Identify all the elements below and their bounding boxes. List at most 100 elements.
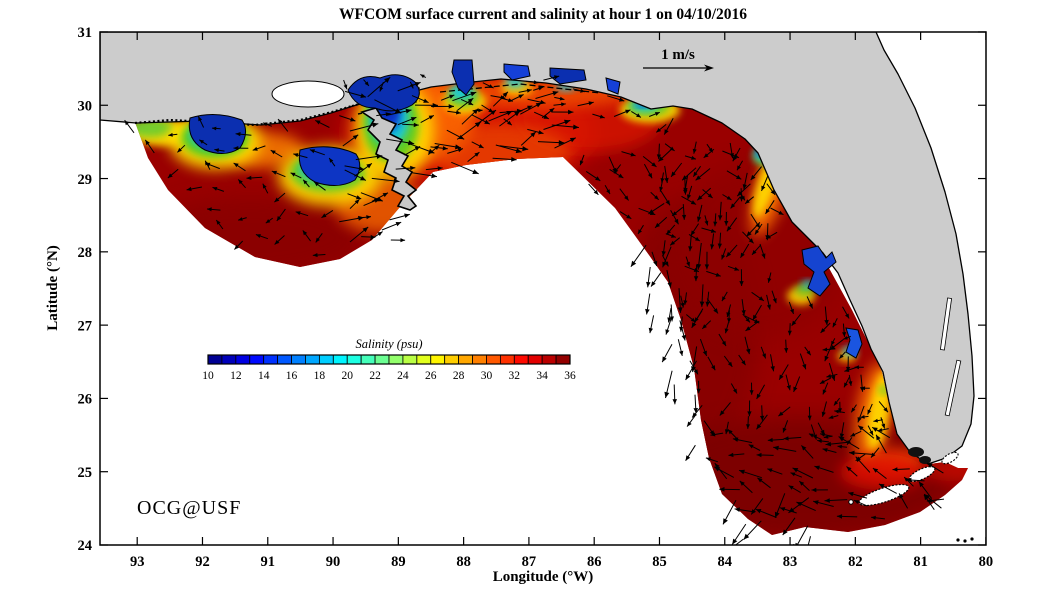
east-coast-lagoon bbox=[939, 297, 953, 351]
scale-arrow: 1 m/s bbox=[643, 47, 714, 72]
colorbar-tick-label: 28 bbox=[453, 370, 465, 382]
colorbar-cell bbox=[444, 354, 460, 365]
x-tick-label: 93 bbox=[130, 554, 145, 570]
scale-arrow-label: 1 m/s bbox=[661, 47, 695, 63]
watermark-text: OCG@USF bbox=[137, 497, 241, 519]
colorbar-cell bbox=[527, 354, 543, 365]
colorbar-cell bbox=[249, 354, 265, 365]
colorbar-cell bbox=[499, 354, 515, 365]
mangrove-islets-2 bbox=[919, 456, 931, 464]
colorbar: Salinity (psu) 10 12 14 16 18 20 22 24 26 28 30 32 3… bbox=[202, 337, 576, 382]
y-axis-label: Latitude (°N) bbox=[45, 245, 61, 331]
x-tick-label: 85 bbox=[652, 554, 667, 570]
dry-tortugas-dot-2 bbox=[963, 539, 967, 543]
colorbar-cell bbox=[346, 354, 362, 365]
x-tick-label: 84 bbox=[718, 554, 733, 570]
colorbar-cell bbox=[472, 354, 487, 365]
x-tick-label: 92 bbox=[195, 554, 210, 570]
st-andrew-bay bbox=[605, 77, 621, 95]
x-tick-label: 88 bbox=[456, 554, 471, 570]
colorbar-cell bbox=[513, 354, 529, 365]
colorbar-cell bbox=[277, 354, 292, 365]
florida-keys-island bbox=[858, 483, 910, 507]
x-tick-label: 82 bbox=[848, 554, 863, 570]
colorbar-cell bbox=[430, 354, 446, 365]
colorbar-tick-label: 32 bbox=[509, 370, 521, 382]
colorbar-cell bbox=[263, 354, 279, 365]
marsh-coast-texture bbox=[134, 104, 353, 127]
colorbar-cell bbox=[291, 354, 306, 365]
colorbar-cell bbox=[305, 354, 320, 365]
colorbar-tick-label: 10 bbox=[202, 370, 214, 382]
x-tick-label: 90 bbox=[326, 554, 341, 570]
florida-keys-island-3 bbox=[941, 451, 959, 465]
colorbar-tick-label: 18 bbox=[314, 370, 326, 382]
dry-tortugas-dot bbox=[956, 538, 960, 542]
pensacola-bay bbox=[503, 63, 531, 81]
y-tick-label: 24 bbox=[78, 538, 93, 554]
colorbar-cell bbox=[402, 354, 418, 365]
axes-layer: 93 92 91 90 89 88 87 86 85 84 83 82 81 80 24 25 26 27 28 29… bbox=[45, 6, 993, 585]
colorbar-title: Salinity (psu) bbox=[355, 337, 422, 351]
axis-tick-labels: 93 92 91 90 89 88 87 86 85 84 83 82 81 80 24 25 26 27 28 29… bbox=[78, 25, 994, 570]
x-tick-label: 89 bbox=[391, 554, 406, 570]
x-axis-label: Longitude (°W) bbox=[493, 569, 594, 585]
atchafalaya-bay bbox=[298, 146, 361, 186]
x-tick-label: 86 bbox=[587, 554, 602, 570]
colorbar-outline bbox=[207, 354, 571, 365]
colorbar-cell bbox=[374, 354, 390, 365]
y-tick-label: 28 bbox=[78, 245, 93, 261]
tampa-bay bbox=[801, 245, 837, 297]
colorbar-tick-label: 22 bbox=[369, 370, 381, 382]
colorbar-cell bbox=[388, 354, 404, 365]
colorbar-cell bbox=[360, 354, 376, 365]
colorbar-tick-label: 30 bbox=[481, 370, 493, 382]
colorbar-cell bbox=[458, 354, 473, 365]
x-tick-label: 80 bbox=[979, 554, 994, 570]
colorbar-tick-label: 12 bbox=[230, 370, 242, 382]
mangrove-islets bbox=[908, 447, 924, 457]
y-tick-label: 31 bbox=[78, 25, 93, 41]
colorbar-cell bbox=[486, 354, 501, 365]
x-tick-label: 91 bbox=[261, 554, 276, 570]
y-tick-label: 27 bbox=[78, 318, 93, 334]
key-west-islet bbox=[848, 499, 854, 505]
axis-ticks bbox=[100, 31, 987, 546]
y-tick-label: 30 bbox=[78, 98, 93, 114]
colorbar-tick-labels: 10 12 14 16 18 20 22 24 26 28 30 32 34 36 bbox=[202, 370, 576, 382]
x-tick-label: 87 bbox=[522, 554, 537, 570]
plot-frame bbox=[99, 31, 987, 546]
colorbar-tick-label: 34 bbox=[536, 370, 548, 382]
scale-arrow-head bbox=[704, 64, 714, 72]
colorbar-tick-label: 26 bbox=[425, 370, 437, 382]
x-tick-label: 83 bbox=[783, 554, 798, 570]
islands-layer bbox=[848, 447, 974, 543]
colorbar-cell bbox=[555, 354, 571, 365]
colorbar-cells bbox=[207, 354, 571, 365]
colorbar-cell bbox=[221, 354, 237, 365]
y-tick-label: 29 bbox=[78, 172, 93, 188]
colorbar-tick-label: 20 bbox=[341, 370, 353, 382]
east-coast-lagoon-2 bbox=[944, 359, 962, 417]
colorbar-tick-label: 14 bbox=[258, 370, 270, 382]
colorbar-tick-label: 16 bbox=[286, 370, 298, 382]
y-tick-label: 26 bbox=[78, 392, 93, 408]
colorbar-cell bbox=[318, 354, 334, 365]
plot-title: WFCOM surface current and salinity at ho… bbox=[339, 6, 747, 23]
mobile-bay bbox=[451, 59, 475, 96]
y-tick-label: 25 bbox=[78, 465, 93, 481]
colorbar-cell bbox=[541, 354, 557, 365]
choctawhatchee-bay bbox=[549, 67, 587, 85]
colorbar-tick-label: 36 bbox=[564, 370, 576, 382]
dry-tortugas-dot-3 bbox=[970, 537, 974, 541]
colorbar-cell bbox=[332, 354, 348, 365]
charlotte-harbor bbox=[845, 327, 863, 359]
colorbar-cell bbox=[235, 354, 251, 365]
colorbar-tick-label: 24 bbox=[397, 370, 409, 382]
lake-pontchartrain bbox=[271, 80, 345, 108]
colorbar-cell bbox=[207, 354, 223, 365]
colorbar-cell bbox=[416, 354, 432, 365]
current-vectors-layer bbox=[124, 73, 945, 545]
